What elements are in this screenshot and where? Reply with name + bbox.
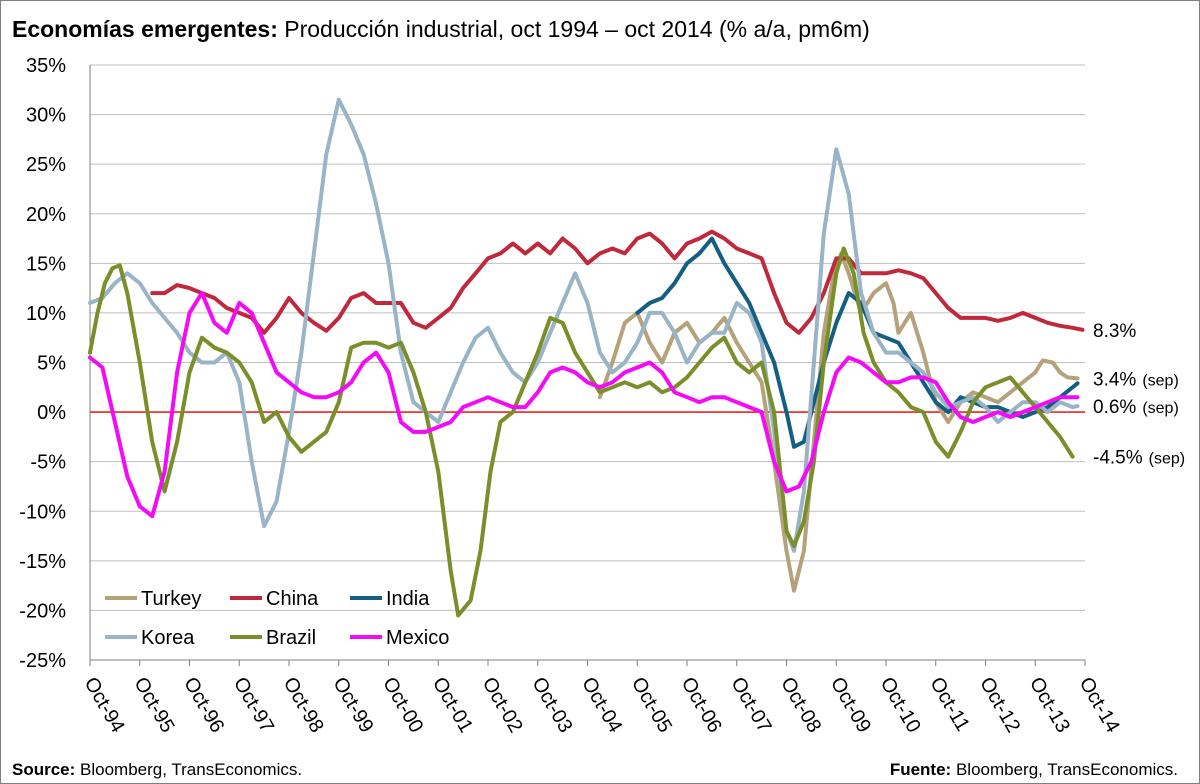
y-tick-label: 20% (26, 204, 66, 226)
title-rest: Producción industrial, oct 1994 – oct 20… (284, 16, 870, 42)
legend-label: Korea (141, 627, 195, 649)
legend-label: Brazil (266, 627, 316, 649)
x-tick-label: Oct-02 (478, 674, 527, 737)
x-tick-label: Oct-94 (80, 674, 129, 737)
end-label-turkey: 3.4% (sep) (1093, 369, 1179, 390)
legend-item-korea: Korea (105, 627, 195, 649)
end-label-suffix: (sep) (1149, 451, 1185, 468)
legend-label: Turkey (141, 588, 201, 610)
y-tick-label: 25% (26, 154, 66, 176)
y-tick-label: 35% (26, 55, 66, 77)
y-tick-label: 30% (26, 105, 66, 127)
source-key: Source: (12, 760, 76, 779)
end-label-suffix: (sep) (1142, 400, 1178, 417)
title-bold: Economías emergentes: (12, 16, 278, 42)
legend-item-mexico: Mexico (350, 627, 449, 649)
x-tick-label: Oct-11 (925, 674, 973, 736)
x-tick-label: Oct-14 (1075, 674, 1124, 737)
x-tick-label: Oct-01 (428, 674, 477, 737)
end-label-china: 8.3% (1093, 321, 1136, 342)
y-tick-label: -5% (30, 452, 66, 474)
series-line-korea (88, 97, 1080, 553)
end-label-value: 8.3% (1093, 321, 1136, 342)
y-tick-label: 10% (26, 303, 66, 325)
legend-item-turkey: Turkey (105, 588, 201, 610)
source-text: Bloomberg, TransEconomics. (80, 760, 303, 779)
legend-item-china: China (230, 588, 319, 610)
end-label-value: 0.6% (1093, 397, 1136, 418)
y-tick-label: -20% (19, 600, 66, 622)
x-tick-label: Oct-95 (129, 674, 178, 737)
y-tick-label: -15% (19, 551, 66, 573)
series-line-turkey (597, 251, 1080, 593)
y-tick-label: -10% (19, 501, 66, 523)
legend-item-brazil: Brazil (230, 627, 316, 649)
legend-label: China (266, 588, 319, 610)
series-line-brazil (88, 246, 1075, 618)
chart-title: Economías emergentes: Producción industr… (12, 16, 870, 43)
x-tick-label: Oct-05 (627, 674, 676, 737)
x-tick-label: Oct-00 (378, 674, 427, 737)
legend-item-india: India (350, 588, 430, 610)
fuente-note: Fuente: Bloomberg, TransEconomics. (890, 760, 1178, 780)
y-tick-label: -25% (19, 650, 66, 672)
source-note: Source: Bloomberg, TransEconomics. (12, 760, 302, 780)
legend-label: Mexico (386, 627, 449, 649)
x-tick-label: Oct-99 (328, 674, 377, 737)
x-tick-label: Oct-03 (527, 674, 576, 737)
x-tick-label: Oct-09 (826, 674, 875, 737)
x-tick-label: Oct-13 (1025, 674, 1074, 737)
y-tick-label: 0% (37, 402, 66, 424)
x-tick-label: Oct-06 (677, 674, 726, 737)
x-tick-label: Oct-10 (876, 674, 925, 737)
x-tick-label: Oct-98 (279, 674, 328, 737)
fuente-key: Fuente: (889, 760, 952, 779)
series-line-china (150, 229, 1085, 335)
x-tick-label: Oct-12 (975, 674, 1024, 737)
end-label-korea: 0.6% (sep) (1093, 397, 1179, 418)
legend-label: India (386, 588, 430, 610)
end-label-value: 3.4% (1093, 369, 1136, 390)
series-line-mexico (88, 291, 1080, 519)
end-label-suffix: (sep) (1142, 372, 1178, 389)
x-tick-label: Oct-07 (726, 674, 775, 737)
fuente-text: Bloomberg, TransEconomics. (955, 760, 1178, 779)
end-label-value: -4.5% (1093, 448, 1143, 469)
y-tick-label: 5% (37, 353, 66, 375)
y-tick-label: 15% (26, 253, 66, 275)
end-label-brazil: -4.5% (sep) (1093, 448, 1185, 469)
x-tick-label: Oct-04 (577, 674, 626, 737)
x-tick-label: Oct-97 (229, 674, 278, 737)
x-tick-label: Oct-08 (776, 674, 825, 737)
x-tick-label: Oct-96 (179, 674, 228, 737)
